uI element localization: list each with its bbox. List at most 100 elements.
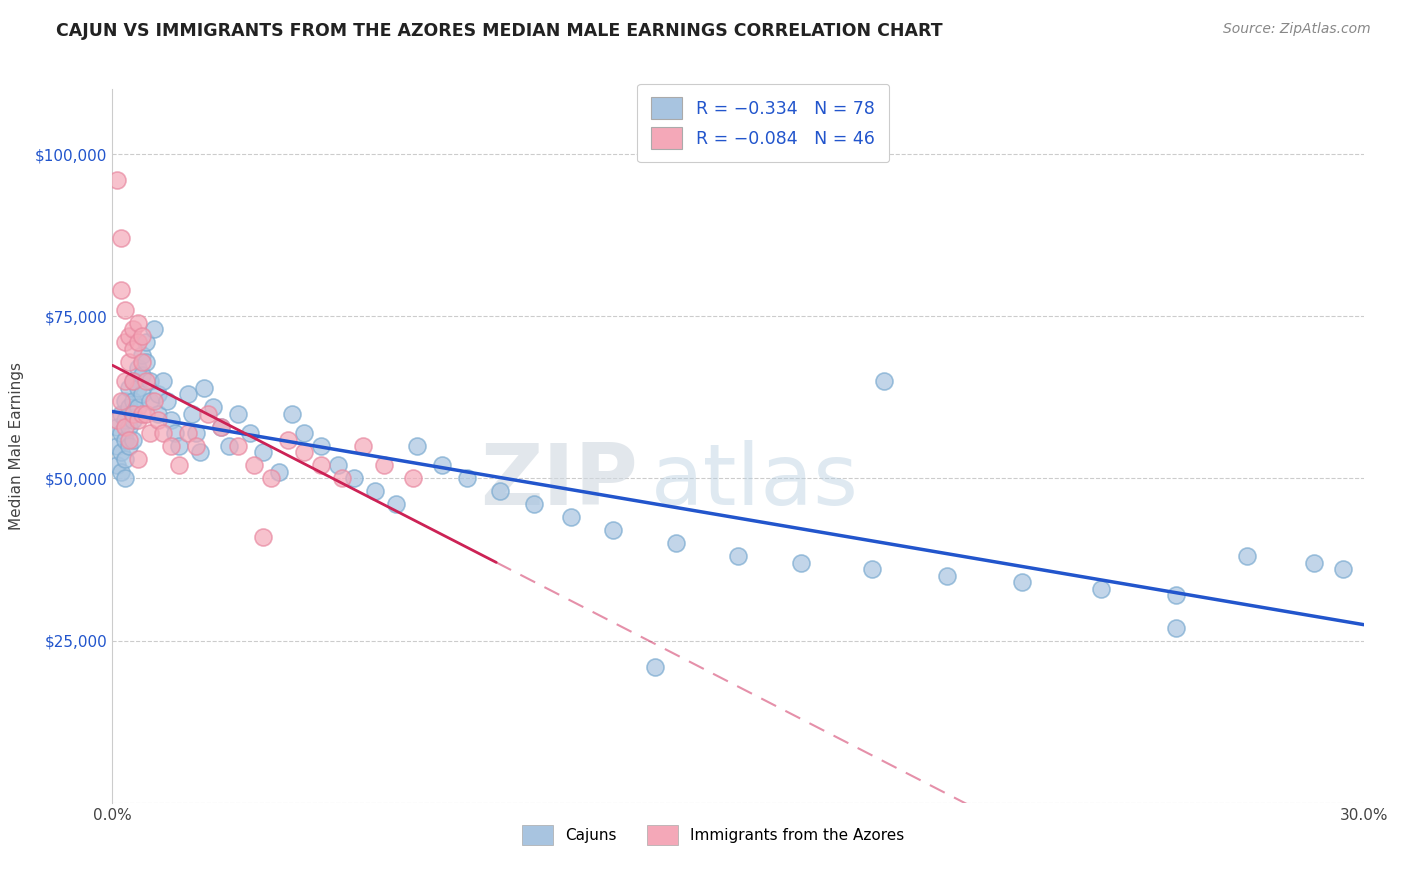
Point	[292, 445, 315, 459]
Point	[118, 419, 141, 434]
Point	[243, 458, 266, 473]
Point	[105, 413, 128, 427]
Point	[105, 458, 128, 473]
Point	[118, 381, 141, 395]
Point	[727, 549, 749, 564]
Point	[118, 433, 141, 447]
Point	[197, 407, 219, 421]
Point	[184, 425, 207, 440]
Point	[385, 497, 408, 511]
Point	[176, 387, 198, 401]
Point	[110, 445, 132, 459]
Point	[1302, 556, 1324, 570]
Y-axis label: Median Male Earnings: Median Male Earnings	[8, 362, 24, 530]
Point	[1331, 562, 1354, 576]
Point	[110, 407, 132, 421]
Point	[122, 374, 145, 388]
Point	[122, 322, 145, 336]
Point	[239, 425, 262, 440]
Text: atlas: atlas	[651, 440, 859, 524]
Point	[114, 302, 136, 317]
Text: ZIP: ZIP	[481, 440, 638, 524]
Point	[110, 465, 132, 479]
Point	[269, 465, 291, 479]
Point	[644, 659, 666, 673]
Point	[209, 419, 232, 434]
Point	[127, 400, 149, 414]
Point	[489, 484, 512, 499]
Point	[114, 393, 136, 408]
Point	[330, 471, 353, 485]
Point	[523, 497, 546, 511]
Point	[135, 335, 157, 350]
Point	[148, 387, 170, 401]
Point	[160, 439, 183, 453]
Point	[135, 354, 157, 368]
Point	[110, 231, 132, 245]
Point	[139, 374, 162, 388]
Point	[114, 374, 136, 388]
Point	[292, 425, 315, 440]
Point	[406, 439, 429, 453]
Point	[1090, 582, 1112, 596]
Point	[127, 413, 149, 427]
Point	[110, 425, 132, 440]
Point	[602, 524, 624, 538]
Point	[152, 374, 174, 388]
Point	[131, 354, 153, 368]
Point	[105, 419, 128, 434]
Point	[218, 439, 240, 453]
Point	[105, 439, 128, 453]
Point	[860, 562, 883, 576]
Point	[343, 471, 366, 485]
Point	[110, 283, 132, 297]
Point	[160, 413, 183, 427]
Point	[110, 393, 132, 408]
Point	[252, 445, 274, 459]
Point	[148, 407, 170, 421]
Point	[122, 407, 145, 421]
Point	[309, 439, 332, 453]
Point	[184, 439, 207, 453]
Point	[201, 400, 224, 414]
Point	[226, 439, 249, 453]
Point	[131, 407, 153, 421]
Point	[139, 425, 162, 440]
Point	[118, 354, 141, 368]
Text: CAJUN VS IMMIGRANTS FROM THE AZORES MEDIAN MALE EARNINGS CORRELATION CHART: CAJUN VS IMMIGRANTS FROM THE AZORES MEDI…	[56, 22, 943, 40]
Point	[277, 433, 299, 447]
Point	[352, 439, 374, 453]
Point	[127, 316, 149, 330]
Point	[127, 452, 149, 467]
Point	[309, 458, 332, 473]
Point	[127, 361, 149, 376]
Point	[1164, 588, 1187, 602]
Point	[118, 400, 141, 414]
Point	[176, 425, 198, 440]
Point	[114, 419, 136, 434]
Point	[139, 393, 162, 408]
Point	[790, 556, 813, 570]
Point	[148, 413, 170, 427]
Point	[326, 458, 349, 473]
Point	[131, 348, 153, 362]
Point	[122, 374, 145, 388]
Point	[143, 393, 166, 408]
Point	[373, 458, 395, 473]
Legend: Cajuns, Immigrants from the Azores: Cajuns, Immigrants from the Azores	[515, 817, 911, 852]
Point	[1164, 621, 1187, 635]
Point	[131, 387, 153, 401]
Point	[122, 342, 145, 356]
Point	[167, 439, 190, 453]
Point	[114, 433, 136, 447]
Point	[180, 407, 202, 421]
Point	[935, 568, 957, 582]
Text: Source: ZipAtlas.com: Source: ZipAtlas.com	[1223, 22, 1371, 37]
Point	[131, 368, 153, 382]
Point	[105, 173, 128, 187]
Point	[156, 393, 179, 408]
Point	[402, 471, 425, 485]
Point	[167, 458, 190, 473]
Point	[114, 413, 136, 427]
Point	[127, 381, 149, 395]
